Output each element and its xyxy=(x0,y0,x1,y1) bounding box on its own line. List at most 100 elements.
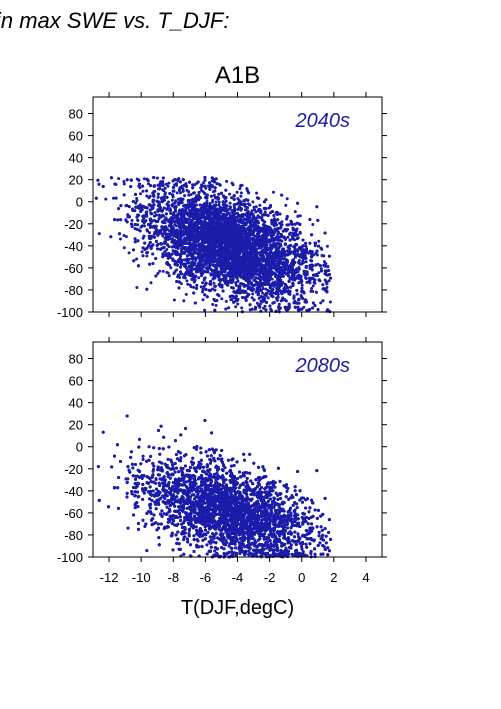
scatter-point xyxy=(328,300,332,304)
scatter-point xyxy=(137,228,141,232)
scatter-point xyxy=(184,292,188,296)
scatter-point xyxy=(122,182,126,186)
scatter-point xyxy=(293,210,297,214)
scatter-point xyxy=(298,230,302,234)
scatter-point xyxy=(255,191,259,195)
scatter-point xyxy=(165,248,169,251)
scatter-point xyxy=(104,197,108,201)
scatter-point xyxy=(130,218,134,222)
scatter-point xyxy=(147,196,151,200)
scatter-point xyxy=(135,286,139,289)
scatter-point xyxy=(152,214,156,218)
scatter-point xyxy=(304,244,308,248)
scatter-point xyxy=(170,198,174,202)
scatter-point xyxy=(286,235,290,239)
scatter-point xyxy=(169,266,173,270)
scatter-point xyxy=(185,188,189,192)
scatter-point xyxy=(149,281,153,285)
scatter-point xyxy=(122,234,126,237)
scatter-point xyxy=(254,205,258,209)
scatter-point xyxy=(135,257,139,261)
scatter-point xyxy=(148,231,151,235)
scatter-point xyxy=(236,302,240,306)
scatter-point xyxy=(167,274,171,278)
scatter-point xyxy=(310,286,314,290)
scatter-point xyxy=(251,292,255,296)
scatter-point xyxy=(167,181,171,185)
scatter-point xyxy=(325,244,329,248)
scatter-point xyxy=(165,207,169,211)
scatter-point xyxy=(250,296,254,300)
scatter-point xyxy=(112,196,115,200)
scatter-point xyxy=(211,198,215,202)
scatter-point xyxy=(224,299,228,303)
scatter-point xyxy=(238,187,242,191)
scatter-point xyxy=(217,200,221,204)
scatter-point xyxy=(239,194,243,198)
scatter-point xyxy=(311,223,315,226)
scatter-point xyxy=(125,203,129,207)
scatter-point xyxy=(300,283,304,287)
scatter-point xyxy=(234,283,238,287)
scatter-point xyxy=(167,200,170,204)
scatter-point xyxy=(272,190,275,194)
scatter-point xyxy=(228,192,232,196)
scatter-point xyxy=(182,258,186,262)
scatter-point xyxy=(239,191,243,195)
scatter-point xyxy=(319,301,323,305)
scatter-point xyxy=(285,249,289,253)
scatter-point xyxy=(179,191,182,195)
scatter-point xyxy=(202,181,206,185)
scatter-point xyxy=(211,303,215,306)
scatter-point xyxy=(203,308,207,312)
scatter-point xyxy=(186,282,190,286)
scatter-point xyxy=(182,299,186,303)
scatter-point xyxy=(228,201,232,205)
scatter-point xyxy=(165,270,169,274)
scatter-point xyxy=(161,269,165,273)
scatter-point xyxy=(156,272,160,275)
page-title: in max SWE vs. T_DJF: xyxy=(0,8,230,33)
scatter-point xyxy=(155,176,159,180)
scatter-point xyxy=(234,305,238,309)
scatter-point xyxy=(302,305,306,309)
scatter-point xyxy=(97,232,101,236)
scatter-point xyxy=(257,246,261,250)
scatter-point xyxy=(122,180,126,183)
scatter-point xyxy=(214,200,218,204)
scatter-point xyxy=(161,234,165,238)
scatter-point xyxy=(225,179,229,183)
scatter-point xyxy=(166,184,170,188)
scatter-point xyxy=(317,271,321,275)
scatter-point xyxy=(201,298,205,302)
scatter-point xyxy=(327,279,331,283)
scatter-point xyxy=(319,267,323,271)
scatter-point xyxy=(145,254,149,258)
scatter-point xyxy=(258,305,262,309)
scatter-point xyxy=(270,277,274,281)
scatter-point xyxy=(127,251,131,255)
scatter-point xyxy=(230,196,234,200)
scatter-point xyxy=(185,279,189,283)
scatter-point xyxy=(141,189,145,193)
scatter-point xyxy=(212,281,216,285)
scatter-point xyxy=(201,281,205,285)
scatter-point xyxy=(188,283,192,287)
scatter-point xyxy=(172,298,176,302)
scatter-point xyxy=(240,306,244,310)
point-cloud xyxy=(94,176,333,314)
scatter-point xyxy=(142,177,146,181)
scatter-point xyxy=(263,210,267,214)
scatter-point xyxy=(261,291,265,295)
scatter-point xyxy=(139,192,142,196)
scatter-point xyxy=(192,285,196,289)
scatter-point xyxy=(183,194,187,198)
scatter-point xyxy=(164,182,168,186)
scatter-point xyxy=(117,177,121,181)
scatter-point xyxy=(266,296,270,300)
scatter-point xyxy=(220,297,224,301)
scatter-point xyxy=(258,203,262,207)
scatter-point xyxy=(169,211,173,215)
